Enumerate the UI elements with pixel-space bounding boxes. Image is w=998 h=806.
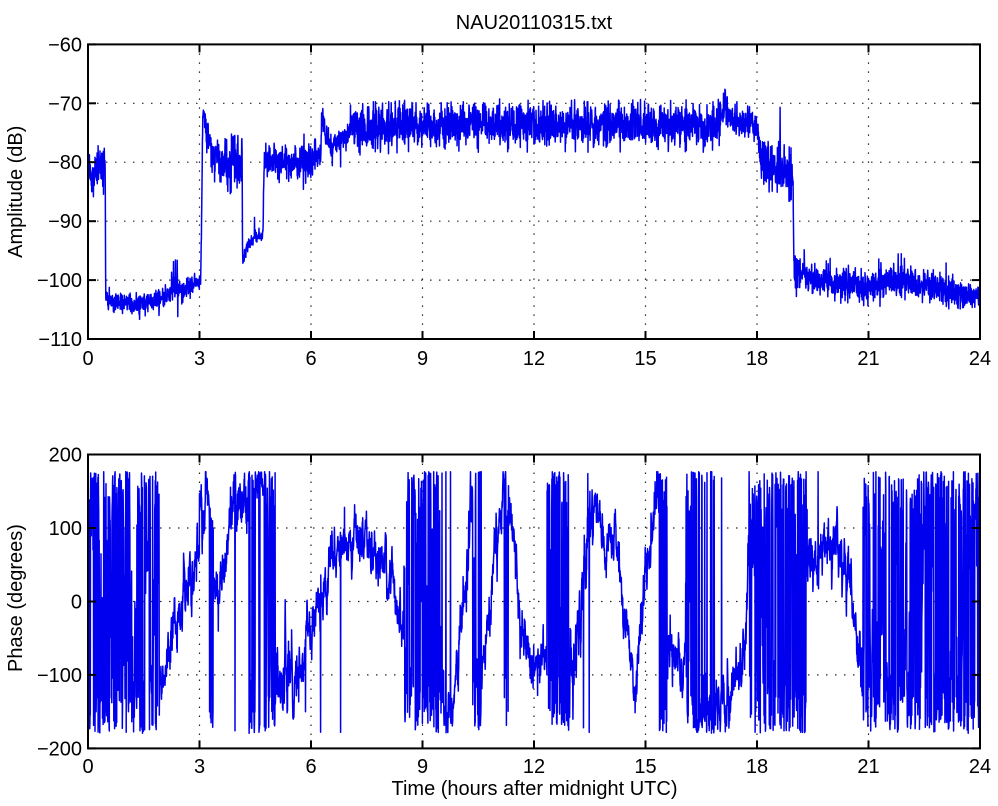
svg-text:3: 3 [194,348,205,370]
svg-text:0: 0 [82,348,93,370]
svg-text:−200: −200 [37,738,82,760]
svg-text:21: 21 [857,756,879,778]
svg-text:NAU20110315.txt: NAU20110315.txt [456,12,613,34]
svg-text:Phase (degrees): Phase (degrees) [5,524,27,672]
svg-text:−90: −90 [48,211,82,233]
svg-text:Amplitude (dB): Amplitude (dB) [5,126,27,258]
svg-text:100: 100 [49,518,82,540]
svg-text:0: 0 [71,592,82,614]
svg-text:9: 9 [417,756,428,778]
svg-text:−70: −70 [48,93,82,115]
svg-text:−80: −80 [48,152,82,174]
svg-text:24: 24 [969,348,991,370]
svg-text:6: 6 [305,756,316,778]
svg-text:15: 15 [634,756,656,778]
svg-text:−100: −100 [37,665,82,687]
svg-text:12: 12 [523,348,545,370]
svg-text:Time (hours after midnight UTC: Time (hours after midnight UTC) [392,778,678,800]
svg-text:15: 15 [634,348,656,370]
svg-text:6: 6 [305,348,316,370]
svg-text:18: 18 [746,756,768,778]
svg-text:9: 9 [417,348,428,370]
svg-text:21: 21 [857,348,879,370]
svg-text:0: 0 [82,756,93,778]
svg-text:200: 200 [49,445,82,467]
svg-text:3: 3 [194,756,205,778]
svg-text:12: 12 [523,756,545,778]
svg-text:24: 24 [969,756,991,778]
svg-text:−110: −110 [38,329,82,351]
svg-text:18: 18 [746,348,768,370]
svg-text:−100: −100 [37,270,82,292]
svg-text:−60: −60 [48,34,82,56]
